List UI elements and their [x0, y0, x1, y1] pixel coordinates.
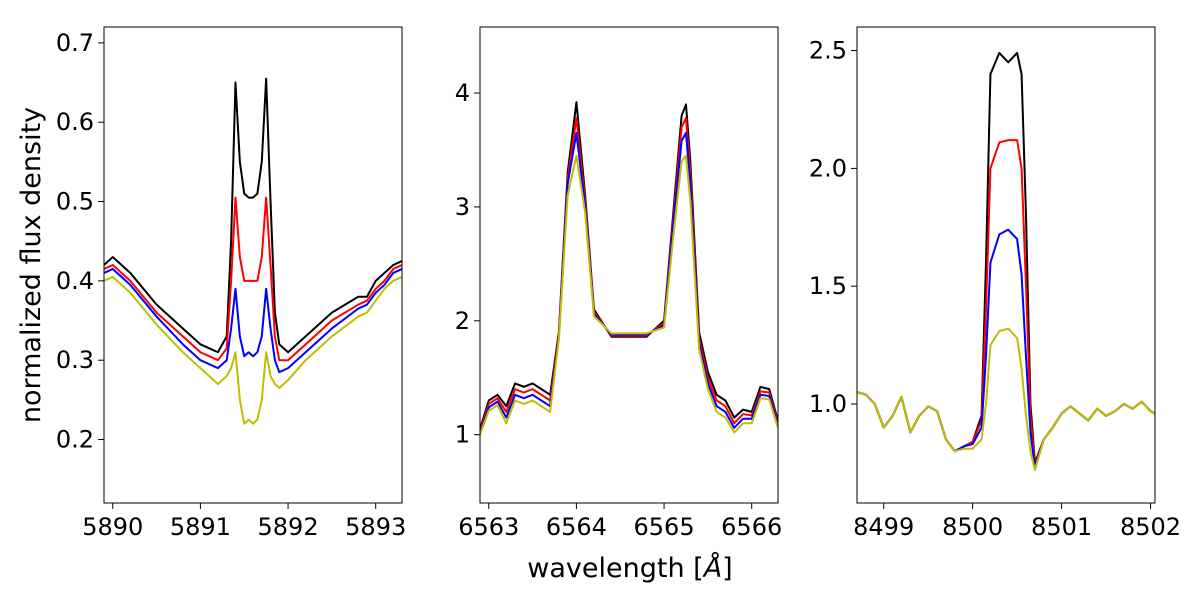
x-tick-label: 5890	[82, 513, 143, 541]
y-axis-label: normalized flux density	[16, 107, 47, 423]
x-tick-label: 8501	[1031, 513, 1092, 541]
y-tick-label: 1	[455, 421, 470, 449]
x-tick-label: 5892	[258, 513, 319, 541]
axes-frame	[479, 26, 779, 504]
y-tick-label: 2.0	[809, 154, 847, 182]
y-tick-label: 0.6	[56, 108, 94, 136]
series-line-black	[104, 77, 402, 354]
x-tick-label: 8499	[853, 513, 914, 541]
y-tick-label: 4	[455, 79, 470, 107]
x-axis-label-unit: Å	[702, 552, 722, 584]
series-line-blue	[104, 267, 402, 374]
y-tick-label: 3	[455, 193, 470, 221]
series-group	[104, 77, 402, 425]
series-line-yellow	[857, 327, 1155, 472]
x-axis-label-text: wavelength [	[527, 553, 703, 584]
series-line-yellow	[480, 154, 778, 436]
series-group	[480, 101, 778, 436]
x-tick-label: 6565	[634, 513, 695, 541]
series-line-black	[480, 101, 778, 430]
y-tick-label: 1.5	[809, 272, 847, 300]
series-line-red	[480, 117, 778, 433]
y-tick-label: 2	[455, 307, 470, 335]
y-tick-label: 0.2	[56, 426, 94, 454]
panel-h-alpha: 6563 6564 6565 6566 1 2 3 4	[455, 26, 782, 541]
y-tick-label: 2.5	[809, 37, 847, 65]
x-tick-label: 8500	[942, 513, 1003, 541]
series-line-red	[104, 196, 402, 362]
axes-frame	[856, 26, 1156, 504]
panel-ca-triplet: 8499 8500 8501 8502 1.0 1.5 2.0 2.5	[809, 26, 1181, 541]
axes-frame	[103, 26, 403, 504]
x-tick-label: 6563	[458, 513, 519, 541]
series-group	[857, 51, 1155, 472]
y-tick-label: 0.5	[56, 188, 94, 216]
y-tick-label: 1.0	[809, 390, 847, 418]
panel-na-d: 5890 5891 5892 5893 0.2 0.3 0.4 0.5 0.6 0.7	[56, 26, 406, 541]
y-tick-label: 0.3	[56, 346, 94, 374]
x-tick-label: 5891	[170, 513, 231, 541]
x-tick-label: 8502	[1120, 513, 1181, 541]
x-tick-label: 5893	[345, 513, 406, 541]
x-tick-label: 6564	[546, 513, 607, 541]
x-axis-label-close: ]	[722, 553, 733, 584]
y-tick-label: 0.7	[56, 29, 94, 57]
x-axis-label: wavelength [Å]	[527, 552, 732, 584]
series-line-blue	[480, 131, 778, 435]
series-line-yellow	[104, 275, 402, 425]
y-tick-label: 0.4	[56, 267, 94, 295]
x-tick-label: 6566	[721, 513, 782, 541]
